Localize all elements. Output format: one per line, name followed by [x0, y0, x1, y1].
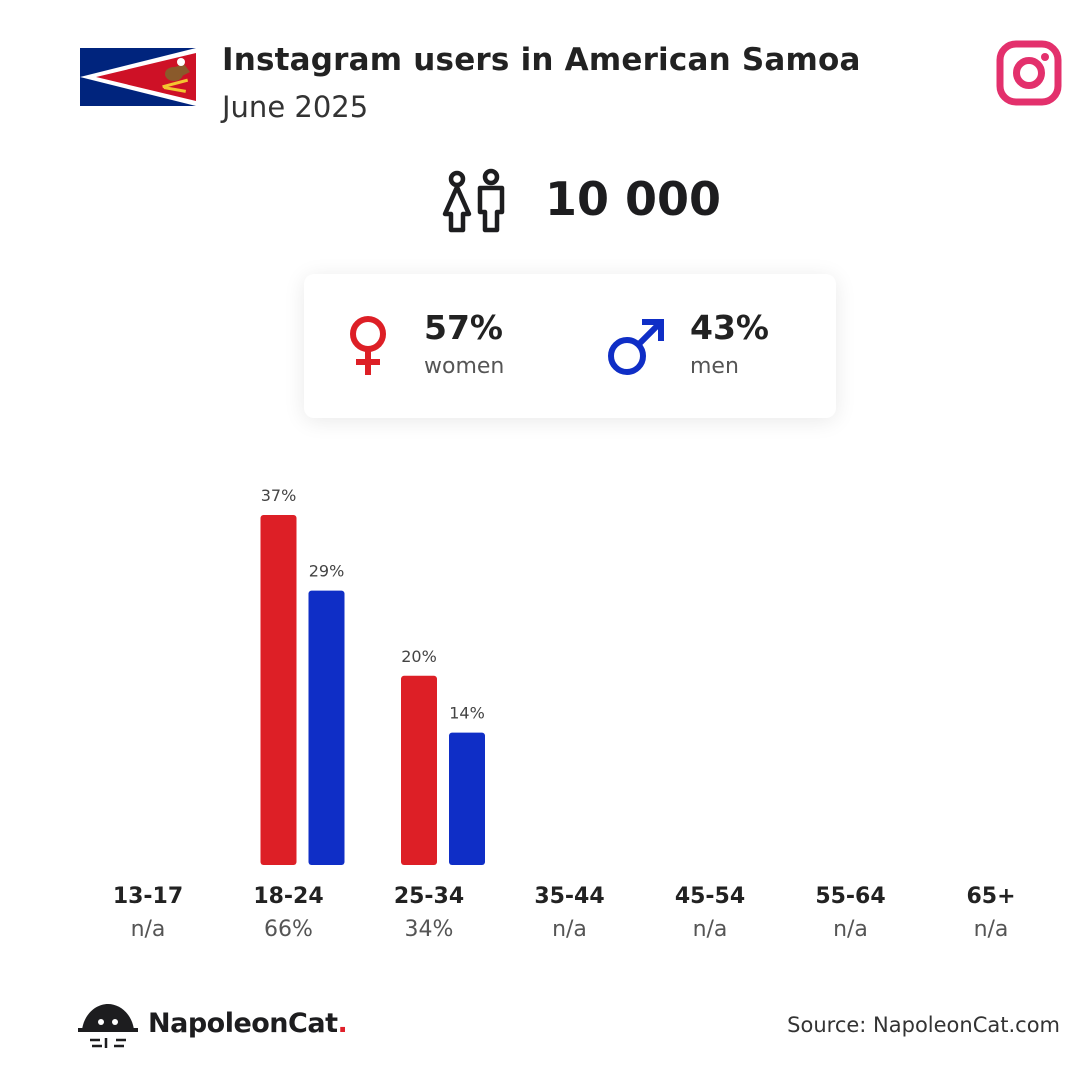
age-category-total: n/a	[552, 917, 587, 942]
age-category-label: 45-54	[674, 884, 746, 909]
data-label-women-25-34: 20%	[401, 647, 437, 666]
age-category-total: n/a	[692, 917, 728, 942]
age-category-label: 55-64	[815, 884, 886, 909]
gender-summary-card: 57% women 43% men	[304, 274, 836, 418]
age-category-total: n/a	[833, 917, 868, 942]
data-label-men-25-34: 14%	[449, 704, 485, 723]
page-title: Instagram users in American Samoa	[222, 42, 861, 78]
total-users-value: 10 000	[545, 172, 722, 226]
men-percentage: 43%	[690, 308, 769, 347]
instagram-icon	[996, 40, 1062, 106]
age-category-label: 65+	[966, 884, 1016, 909]
age-category-label: 13-17	[112, 884, 184, 909]
male-symbol-icon	[608, 319, 664, 375]
women-label: women	[424, 354, 505, 379]
brand-name: NapoleonCat.	[148, 1008, 348, 1039]
age-category-total: n/a	[973, 917, 1009, 942]
age-category-label: 18-24	[253, 884, 324, 909]
source-credit: Source: NapoleonCat.com	[787, 1013, 1060, 1037]
bar-men-25-34	[449, 732, 485, 865]
american-samoa-flag	[80, 48, 196, 106]
bar-women-25-34	[401, 675, 437, 865]
bar-women-18-24	[260, 515, 297, 865]
age-category-total: n/a	[130, 917, 166, 942]
age-category-total: 34%	[404, 917, 454, 942]
data-label-women-18-24: 37%	[261, 486, 297, 505]
age-gender-bar-chart: 37% 29% 20% 14%	[260, 486, 485, 865]
brand-dot: .	[337, 1008, 348, 1039]
women-percentage: 57%	[424, 308, 503, 347]
age-category-label: 25-34	[393, 884, 465, 909]
napoleoncat-logo-icon	[78, 1004, 138, 1048]
page-subtitle: June 2025	[222, 90, 369, 124]
age-category-total: 66%	[264, 917, 313, 942]
men-label: men	[690, 354, 739, 379]
bar-men-18-24	[308, 590, 345, 865]
female-symbol-icon	[350, 316, 386, 375]
data-label-men-18-24: 29%	[309, 562, 345, 581]
brand-name-text: NapoleonCat	[148, 1008, 338, 1039]
age-category-label: 35-44	[534, 884, 605, 909]
users-icon	[442, 168, 505, 233]
